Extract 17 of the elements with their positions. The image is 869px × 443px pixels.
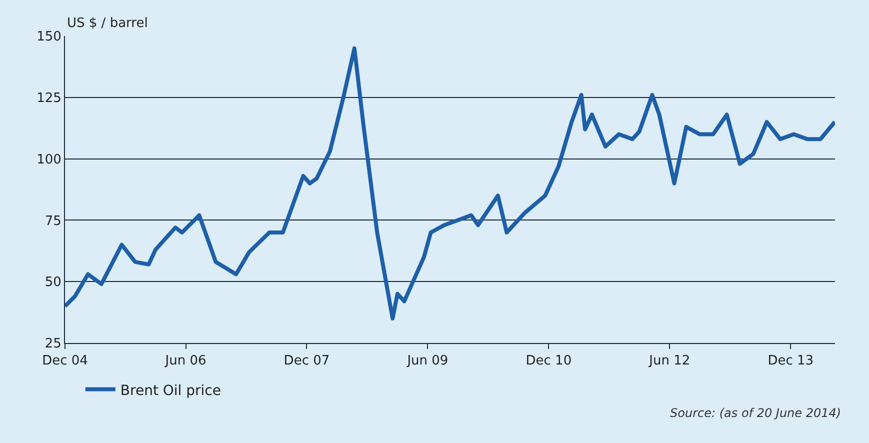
x-tick-label: Dec 13 [768, 354, 814, 369]
x-tick-label: Jun 12 [648, 354, 690, 369]
source-note: Source: (as of 20 June 2014) [670, 406, 842, 420]
y-tick-label: 100 [36, 152, 62, 168]
x-tick-label: Dec 04 [42, 354, 88, 369]
x-tick-label: Dec 10 [526, 354, 572, 369]
y-tick-label: 75 [44, 214, 62, 229]
line-series [65, 46, 835, 320]
y-tick-label: 50 [44, 275, 62, 290]
y-tick-label: 125 [36, 90, 62, 106]
x-tick-label: Dec 07 [284, 354, 330, 369]
x-tick-label: Jun 09 [406, 354, 448, 369]
legend-label: Brent Oil price [120, 382, 221, 399]
x-tick-label: Jun 06 [164, 354, 206, 369]
y-tick-label: 150 [36, 30, 62, 45]
y-tick-label: 25 [44, 336, 62, 352]
y-axis-title: US $ / barrel [67, 16, 148, 31]
